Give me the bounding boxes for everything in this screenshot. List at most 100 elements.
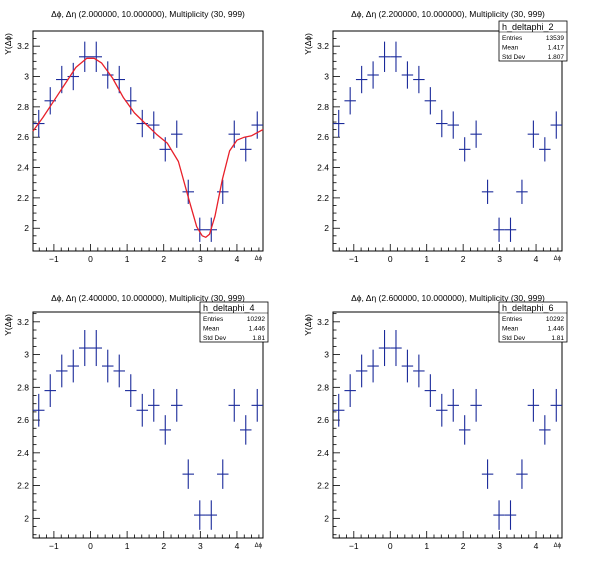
data-point — [159, 415, 172, 445]
x-tick-label: −1 — [49, 254, 59, 264]
data-point — [504, 217, 517, 242]
data-point — [182, 179, 194, 204]
stats-label: Std Dev — [502, 335, 526, 342]
stats-label: Entries — [203, 316, 224, 323]
stats-label: Mean — [502, 326, 519, 333]
y-axis-label: Y(Δϕ) — [3, 33, 13, 55]
x-axis-label: Δϕ — [255, 256, 263, 262]
y-tick-label: 2.8 — [317, 102, 329, 112]
data-point — [125, 87, 137, 115]
x-tick-label: −1 — [349, 254, 359, 264]
y-tick-label: 2.4 — [17, 448, 29, 458]
data-point — [251, 111, 263, 139]
stats-label: Std Dev — [502, 54, 526, 61]
stats-value: 1.81 — [551, 335, 564, 342]
data-point — [194, 500, 206, 530]
data-point — [390, 330, 402, 367]
stats-value: 10292 — [247, 316, 265, 323]
data-point — [333, 393, 345, 427]
y-tick-label: 2.8 — [17, 382, 29, 392]
plot-frame — [32, 311, 264, 539]
x-tick-label: 1 — [424, 541, 429, 551]
chart-panel-4: Δϕ, Δη (2.600000, 10.000000), Multiplici… — [303, 293, 568, 551]
data-point — [102, 61, 114, 89]
y-tick-label: 2.6 — [317, 415, 329, 425]
stats-box-frame — [199, 301, 269, 343]
data-point — [458, 415, 471, 445]
plot-frame — [32, 30, 264, 252]
data-point — [240, 137, 252, 162]
y-tick-label: 2.6 — [17, 132, 29, 142]
x-tick-label: 3 — [198, 254, 203, 264]
stats-box-frame — [498, 20, 568, 62]
x-axis-label: Δϕ — [554, 543, 562, 549]
data-point — [344, 87, 356, 115]
x-tick-label: 1 — [125, 541, 130, 551]
data-point — [424, 87, 437, 115]
y-tick-label: 2.4 — [317, 448, 329, 458]
data-point — [413, 354, 425, 388]
data-point — [367, 61, 379, 89]
data-point — [390, 41, 402, 72]
data-point — [171, 388, 183, 422]
y-tick-label: 2.2 — [317, 481, 329, 491]
chart-title: Δϕ, Δη (2.600000, 10.000000), Multiplici… — [351, 293, 545, 303]
x-tick-label: 3 — [198, 541, 203, 551]
y-tick-label: 3.2 — [317, 317, 329, 327]
stats-label: Entries — [502, 316, 523, 323]
data-point — [148, 388, 160, 422]
data-point — [470, 388, 482, 422]
chart-panel-2: Δϕ, Δη (2.200000, 10.000000), Multiplici… — [303, 9, 568, 264]
data-point — [481, 179, 494, 204]
data-point — [516, 179, 528, 204]
data-point — [401, 61, 414, 89]
y-tick-label: 2.6 — [17, 415, 29, 425]
data-point — [171, 120, 183, 148]
data-point — [228, 388, 241, 422]
y-tick-label: 2.8 — [17, 102, 29, 112]
x-tick-label: 1 — [125, 254, 130, 264]
stats-label: Std Dev — [203, 335, 227, 342]
data-point — [113, 65, 125, 94]
stats-box-title: h_deltaphi_4 — [203, 303, 255, 313]
data-point — [539, 415, 551, 445]
data-point — [182, 459, 194, 489]
fit-curve — [32, 57, 264, 238]
x-tick-label: 0 — [88, 541, 93, 551]
data-point — [240, 415, 252, 445]
y-tick-label: 2.8 — [317, 382, 329, 392]
data-point — [355, 354, 368, 388]
data-point — [493, 500, 505, 530]
stats-value: 1.81 — [252, 335, 265, 342]
y-tick-label: 3 — [324, 72, 329, 82]
data-points-series — [33, 41, 263, 242]
y-tick-label: 2.6 — [317, 132, 329, 142]
x-tick-label: 2 — [461, 541, 466, 551]
stats-value: 13539 — [546, 35, 564, 42]
data-point — [79, 330, 91, 367]
y-axis-label: Y(Δϕ) — [303, 314, 313, 336]
data-point — [56, 354, 68, 388]
x-tick-label: −1 — [349, 541, 359, 551]
chart-title: Δϕ, Δη (2.400000, 10.000000), Multiplici… — [51, 293, 245, 303]
y-tick-label: 3.2 — [317, 41, 329, 51]
x-tick-label: −1 — [49, 541, 59, 551]
data-point — [470, 120, 482, 148]
data-point — [516, 459, 528, 489]
x-axis-label: Δϕ — [554, 256, 562, 262]
y-tick-label: 3.2 — [17, 41, 29, 51]
y-tick-label: 2 — [24, 223, 29, 233]
y-tick-label: 2 — [324, 223, 329, 233]
y-tick-label: 3 — [324, 350, 329, 360]
y-tick-label: 2 — [24, 513, 29, 523]
plot-frame — [332, 30, 563, 252]
data-point — [355, 65, 368, 94]
x-tick-label: 3 — [497, 254, 502, 264]
y-tick-label: 2.4 — [317, 163, 329, 173]
x-tick-label: 0 — [88, 254, 93, 264]
data-points-series — [333, 330, 562, 530]
x-tick-label: 2 — [461, 254, 466, 264]
data-points-series — [333, 41, 562, 242]
data-points-series — [33, 330, 263, 530]
data-point — [458, 137, 471, 162]
